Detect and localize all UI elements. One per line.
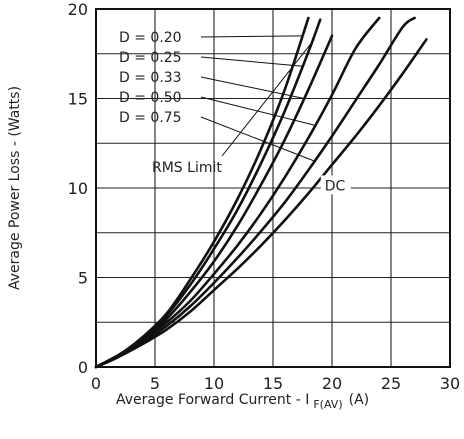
y-tick-label: 15 xyxy=(68,90,88,109)
x-tick-label: 30 xyxy=(440,374,460,393)
series-line-5 xyxy=(94,38,428,369)
annotations: D = 0.20 D = 0.25 D = 0.33 D = 0.50 D = 0.75… xyxy=(119,30,351,195)
leader-line xyxy=(200,35,303,38)
plot-frame xyxy=(95,8,451,368)
series-line-4 xyxy=(94,16,416,369)
x-tick-label: 25 xyxy=(381,374,401,393)
rms-limit-leader xyxy=(221,39,315,157)
x-axis-label: Average Forward Current - I F(AV) (A) xyxy=(116,392,369,411)
y-axis-label: Average Power Loss - (Watts) xyxy=(7,86,23,290)
dc-label-bg xyxy=(320,175,351,195)
x-tick-label: 20 xyxy=(322,374,342,393)
series-label: D = 0.50 xyxy=(119,90,182,106)
y-tick-label: 10 xyxy=(68,179,88,198)
series-label: D = 0.20 xyxy=(119,30,182,46)
y-tick-label: 20 xyxy=(68,0,88,19)
leader-line xyxy=(200,56,303,67)
tick-labels: 0 5 10 15 20 25 30 0 5 10 15 20 xyxy=(68,0,461,393)
rms-limit-label: RMS Limit xyxy=(152,160,222,176)
x-tick-label: 0 xyxy=(91,374,101,393)
series-line-3 xyxy=(94,16,381,369)
series-label: D = 0.33 xyxy=(119,70,182,86)
x-tick-label: 10 xyxy=(204,374,224,393)
leader-line xyxy=(200,76,305,99)
y-tick-label: 0 xyxy=(78,358,88,377)
y-tick-label: 5 xyxy=(78,269,88,288)
series-label: D = 0.75 xyxy=(119,110,182,126)
leader-line xyxy=(200,116,315,162)
series-label: D = 0.25 xyxy=(119,50,182,66)
grid-lines xyxy=(96,9,450,367)
x-tick-label: 5 xyxy=(150,374,160,393)
series-curves xyxy=(94,16,428,369)
dc-label: DC xyxy=(325,178,346,194)
x-tick-label: 15 xyxy=(263,374,283,393)
leader-line xyxy=(200,96,316,126)
